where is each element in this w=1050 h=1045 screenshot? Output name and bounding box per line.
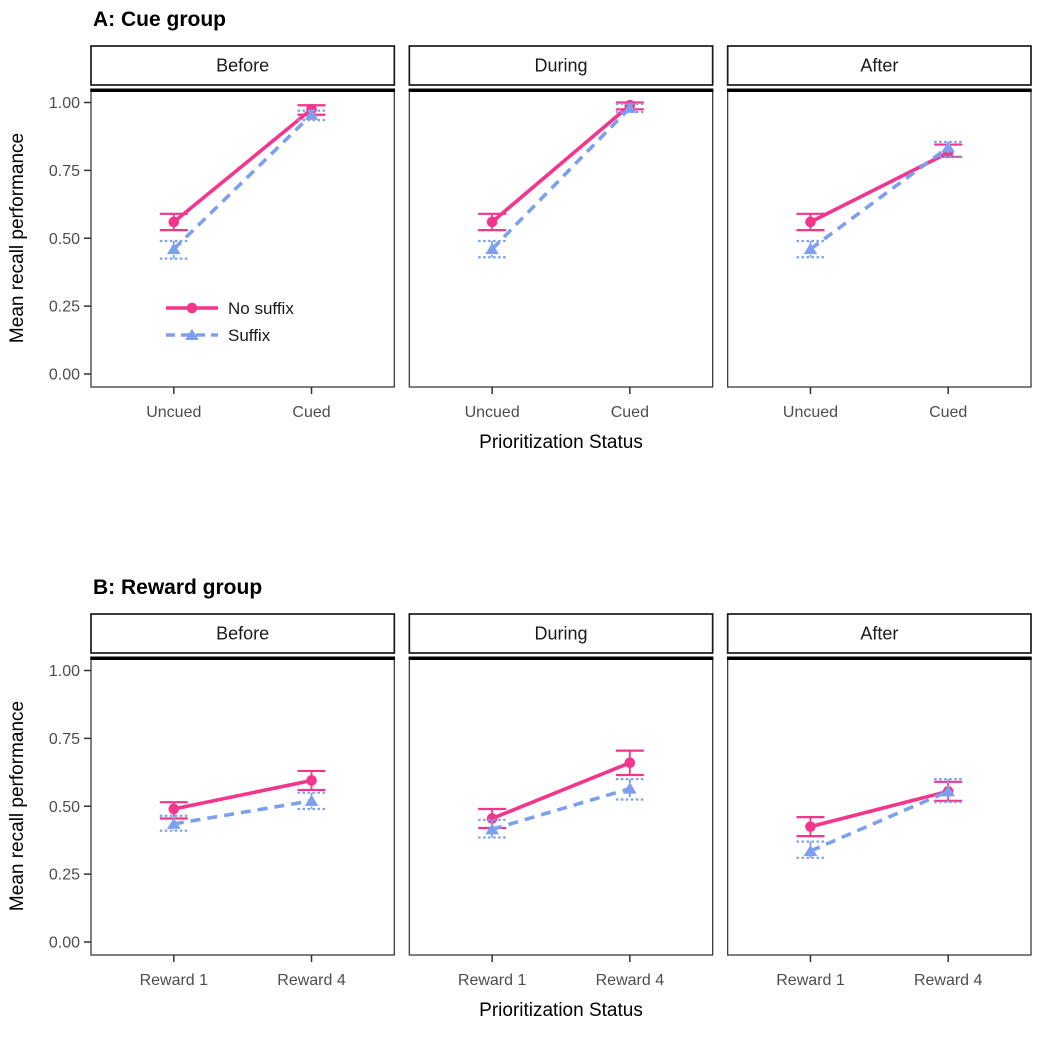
series-line-suffix bbox=[809, 145, 950, 251]
panel-a-title: A: Cue group bbox=[93, 8, 226, 31]
x-tick-label: Reward 4 bbox=[914, 972, 983, 989]
legend-key-circle bbox=[186, 302, 198, 314]
panel-b: B: Reward group Mean recall performance 0… bbox=[0, 568, 1050, 1026]
data-point-circle bbox=[805, 216, 816, 228]
data-point-triangle bbox=[304, 794, 319, 806]
data-point-triangle bbox=[167, 817, 181, 829]
facet-before: Before Uncued Cued bbox=[90, 45, 396, 421]
series-line-no_suffix bbox=[172, 107, 313, 224]
y-tick-label: 0.50 bbox=[49, 799, 80, 816]
data-point-triangle bbox=[803, 242, 818, 255]
facet-during: During Reward 1 Reward 4 bbox=[408, 613, 714, 989]
x-tick-label: Uncued bbox=[783, 404, 838, 421]
facet-after: After Uncued Cued bbox=[726, 45, 1032, 421]
y-tick-label: 0.25 bbox=[49, 299, 80, 316]
facet-strip bbox=[726, 45, 1032, 86]
y-axis-title: Mean recall performance bbox=[7, 133, 28, 343]
panel-area bbox=[408, 88, 714, 388]
data-point-triangle bbox=[803, 844, 818, 857]
facet-strip bbox=[408, 45, 714, 86]
facet-strip-label: After bbox=[860, 56, 898, 76]
data-point-triangle bbox=[623, 782, 637, 794]
legend-item-label: No suffix bbox=[228, 299, 294, 318]
facet-strip-label: After bbox=[860, 624, 898, 644]
data-point-triangle bbox=[941, 785, 955, 797]
facet-strip bbox=[90, 45, 396, 86]
data-point-triangle bbox=[485, 823, 499, 835]
y-tick-label: 0.75 bbox=[49, 163, 80, 180]
data-point-triangle bbox=[304, 108, 319, 120]
data-point-circle bbox=[805, 821, 816, 832]
facet-strip-label: Before bbox=[216, 56, 269, 76]
panel-b-title: B: Reward group bbox=[93, 576, 263, 599]
panel-area bbox=[90, 656, 395, 956]
x-tick-label: Cued bbox=[611, 404, 649, 421]
x-axis-title: Prioritization Status bbox=[479, 432, 643, 453]
facet-strip bbox=[408, 613, 714, 654]
y-tick-label: 0.75 bbox=[49, 731, 80, 748]
data-point-circle bbox=[168, 216, 180, 228]
panel-area bbox=[727, 656, 1032, 956]
facet-before: Before Reward 1 Reward 4 bbox=[90, 613, 396, 989]
x-axis-title: Prioritization Status bbox=[479, 1000, 643, 1021]
x-tick-label: Cued bbox=[929, 404, 967, 421]
series-line-no_suffix bbox=[490, 103, 632, 224]
x-tick-label: Uncued bbox=[146, 404, 201, 421]
data-point-circle bbox=[486, 216, 498, 228]
panel-area bbox=[408, 656, 714, 956]
panel-a: A: Cue group Mean recall performance 0.00… bbox=[0, 0, 1050, 458]
legend-key-triangle bbox=[185, 328, 199, 340]
y-tick-label: 0.00 bbox=[49, 367, 80, 384]
panel-a-chart: Mean recall performance 0.00 0.25 0.50 0.75 1… bbox=[7, 45, 1032, 453]
data-point-circle bbox=[168, 803, 180, 815]
panel-area bbox=[90, 88, 395, 388]
legend-item-label: Suffix bbox=[228, 326, 271, 345]
facet-strip bbox=[726, 613, 1032, 654]
data-point-triangle bbox=[485, 242, 499, 255]
facet-after: After Reward 1 Reward 4 bbox=[726, 613, 1032, 989]
series-line-no_suffix bbox=[173, 778, 312, 811]
data-point-triangle bbox=[941, 141, 955, 153]
x-tick-label: Uncued bbox=[465, 404, 520, 421]
facet-strip-label: During bbox=[534, 56, 587, 76]
legend: No suffix Suffix bbox=[166, 299, 294, 345]
x-tick-label: Cued bbox=[292, 404, 330, 421]
legend-item: Suffix bbox=[166, 326, 271, 345]
data-point-triangle bbox=[623, 101, 637, 113]
x-tick-label: Reward 1 bbox=[776, 972, 845, 989]
y-axis-title: Mean recall performance bbox=[7, 701, 28, 911]
y-tick-label: 1.00 bbox=[49, 95, 80, 112]
series-line-suffix bbox=[809, 789, 949, 853]
facet-strip bbox=[90, 613, 396, 654]
error-bar bbox=[934, 778, 963, 804]
facet-strip-label: During bbox=[534, 624, 587, 644]
data-point-circle bbox=[486, 813, 498, 824]
data-point-triangle bbox=[167, 242, 181, 255]
x-tick-label: Reward 1 bbox=[140, 972, 209, 989]
y-tick-label: 1.00 bbox=[49, 663, 80, 680]
x-tick-label: Reward 4 bbox=[277, 972, 346, 989]
panel-area bbox=[727, 88, 1032, 388]
y-tick-label: 0.50 bbox=[49, 231, 80, 248]
series-line-no_suffix bbox=[810, 789, 949, 829]
x-tick-label: Reward 1 bbox=[458, 972, 527, 989]
series-line-suffix bbox=[172, 113, 313, 251]
x-tick-label: Reward 4 bbox=[596, 972, 665, 989]
series-line-suffix bbox=[173, 799, 312, 826]
y-tick-label: 0.25 bbox=[49, 867, 80, 884]
series-line-suffix bbox=[491, 786, 631, 832]
series-line-no_suffix bbox=[491, 761, 631, 821]
y-tick-label: 0.00 bbox=[49, 935, 80, 952]
facet-strip-label: Before bbox=[216, 624, 269, 644]
legend-item: No suffix bbox=[166, 299, 294, 318]
panel-b-chart: Mean recall performance 0.00 0.25 0.50 0.75 1… bbox=[7, 613, 1032, 1021]
facet-during: During Uncued Cued bbox=[408, 45, 714, 421]
data-point-circle bbox=[306, 775, 317, 786]
data-point-circle bbox=[624, 757, 636, 769]
